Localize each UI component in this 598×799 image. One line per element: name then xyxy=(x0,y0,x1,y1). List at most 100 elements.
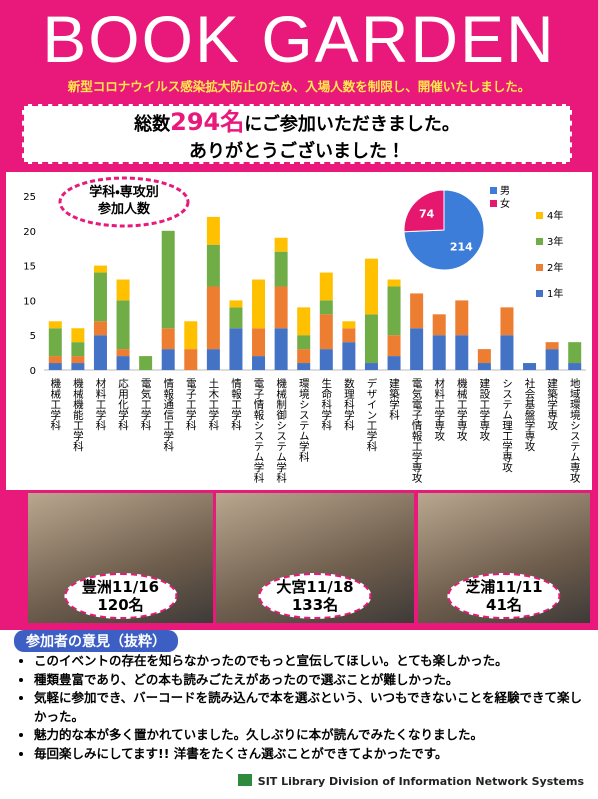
bar-segment xyxy=(320,349,333,370)
bar-segment xyxy=(320,300,333,314)
pie-label: 214 xyxy=(450,241,473,254)
x-tick-label: 材料工学専攻 xyxy=(433,377,445,442)
bar-segment xyxy=(546,349,559,370)
bar-segment xyxy=(184,321,197,349)
bar-segment xyxy=(478,349,491,363)
count: 133名 xyxy=(276,596,353,614)
opinion: 魅力的な本が多く置かれていました。久しぶりに本が読んでみたくなりました。 xyxy=(34,726,594,745)
legend-swatch xyxy=(490,187,497,194)
legend-swatch xyxy=(536,264,543,271)
count: 41名 xyxy=(465,596,542,614)
bar-segment xyxy=(117,280,130,301)
bar-segment xyxy=(162,349,175,370)
banner-text: にご参加いただきました。 xyxy=(244,114,460,135)
bar-segment xyxy=(500,307,513,335)
x-tick-label: 電子工学科 xyxy=(185,378,197,431)
bar-segment xyxy=(252,280,265,329)
campus: 豊洲11/16 xyxy=(82,578,159,596)
opinion: 気軽に参加でき、バーコードを読み込んで本を選ぶという、いつもできないことを経験で… xyxy=(34,689,594,726)
legend-label: 4年 xyxy=(547,209,563,222)
x-tick-label: 環境システム学科 xyxy=(298,378,310,463)
legend-label: 1年 xyxy=(547,287,563,300)
chart-title: 参加人数 xyxy=(97,201,151,217)
bar-segment xyxy=(71,356,84,363)
count: 120名 xyxy=(82,596,159,614)
x-tick-label: 土木工学科 xyxy=(207,377,219,431)
bar-segment xyxy=(275,286,288,328)
legend-label: 女 xyxy=(500,197,510,210)
bar-segment xyxy=(297,335,310,349)
bar-segment xyxy=(275,252,288,287)
y-tick-label: 15 xyxy=(23,262,36,273)
bar-segment xyxy=(388,335,401,356)
bar-segment xyxy=(229,300,242,307)
x-tick-label: 社会基盤学専攻 xyxy=(524,377,536,452)
bar-segment xyxy=(365,259,378,315)
x-tick-label: 生命科学科 xyxy=(320,377,332,431)
bar-segment xyxy=(297,363,310,370)
bar-segment xyxy=(433,335,446,370)
legend-label: 男 xyxy=(500,185,510,197)
subtitle: 新型コロナウイルス感染拡大防止のため、入場人数を制限し、開催いたしました。 xyxy=(0,76,598,95)
bar-segment xyxy=(207,245,220,287)
x-tick-label: システム理工学専攻 xyxy=(501,378,513,473)
bar-segment xyxy=(297,307,310,335)
campus: 大宮11/18 xyxy=(276,578,353,596)
legend-label: 2年 xyxy=(547,261,563,274)
bar-segment xyxy=(252,328,265,356)
bar-segment xyxy=(342,321,355,328)
x-tick-label: 機械工学専攻 xyxy=(456,377,468,442)
bar-segment xyxy=(94,266,107,273)
bar-segment xyxy=(207,217,220,245)
bar-segment xyxy=(342,342,355,370)
x-tick-label: 建築学専攻 xyxy=(546,378,558,431)
banner: 総数294名にご参加いただきました。 ありがとうございました！ xyxy=(22,104,572,164)
bar-segment xyxy=(49,328,62,356)
campus: 芝浦11/11 xyxy=(465,578,542,596)
bar-segment xyxy=(162,328,175,349)
bar-segment xyxy=(410,293,423,328)
x-tick-label: 材料工学科 xyxy=(94,377,106,431)
x-tick-label: デザイン工学科 xyxy=(365,377,377,452)
bar-segment xyxy=(49,321,62,328)
bar-segment xyxy=(229,328,242,370)
bar-segment xyxy=(49,356,62,363)
title: BOOK GARDEN xyxy=(0,4,598,74)
x-tick-label: 電子情報システム学科 xyxy=(253,378,265,484)
legend-swatch xyxy=(536,238,543,245)
bar-segment xyxy=(207,286,220,349)
bar-segment xyxy=(71,328,84,342)
x-tick-label: 建築学科 xyxy=(388,378,400,421)
bar-segment xyxy=(388,280,401,287)
opinions-list: このイベントの存在を知らなかったのでもっと宣伝してほしい。とても楽しかった。種類… xyxy=(12,652,594,763)
x-tick-label: 情報工学科 xyxy=(230,377,242,431)
x-tick-label: 建設工学専攻 xyxy=(478,378,490,442)
bar-segment xyxy=(94,321,107,335)
bar-segment xyxy=(388,356,401,370)
x-tick-label: 応用化学科 xyxy=(117,378,129,431)
opinion: 毎回楽しみにしてます!! 洋書をたくさん選ぶことができてよかったです。 xyxy=(34,745,594,764)
bar-segment xyxy=(229,307,242,328)
y-tick-label: 5 xyxy=(30,331,36,342)
x-tick-label: 電気電子情報工学専攻 xyxy=(411,378,423,484)
bar-segment xyxy=(320,314,333,349)
bar-segment xyxy=(162,231,175,328)
bar-segment xyxy=(94,273,107,322)
bar-segment xyxy=(71,342,84,356)
bar-segment xyxy=(568,342,581,363)
bar-segment xyxy=(297,349,310,363)
bar-segment xyxy=(49,363,62,370)
bar-segment xyxy=(275,238,288,252)
bar-segment xyxy=(320,273,333,301)
chart: 学科・専攻別 参加人数 0510152025機械工学科機械機能工学科材料工学科応… xyxy=(6,172,592,490)
x-tick-label: 機械制御システム学科 xyxy=(275,377,287,484)
x-tick-label: 機械工学科 xyxy=(49,377,61,431)
bar-segment xyxy=(207,349,220,370)
bar-segment xyxy=(410,328,423,370)
x-tick-label: 機械機能工学科 xyxy=(72,377,84,452)
